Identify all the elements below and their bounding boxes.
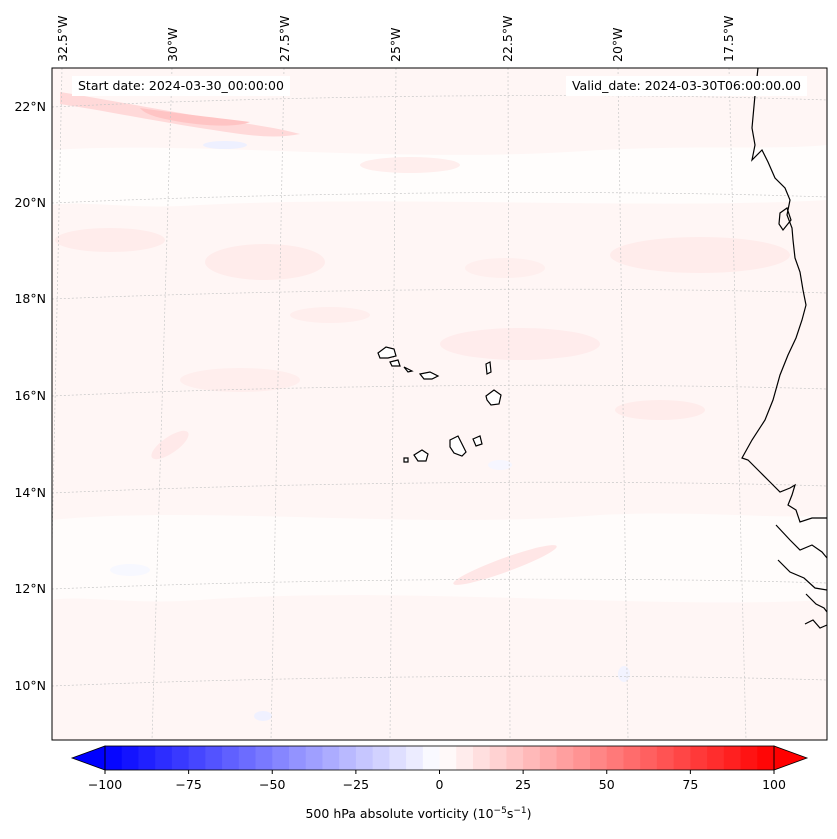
lon-label: 32.5°W bbox=[55, 16, 70, 62]
colorbar-cell bbox=[472, 746, 491, 770]
lat-label: 12°N bbox=[14, 581, 46, 596]
colorbar-cell bbox=[707, 746, 725, 770]
cape-verde-islands bbox=[377, 346, 502, 463]
colorbar-cell bbox=[539, 746, 558, 770]
colorbar-cell bbox=[339, 746, 357, 770]
colorbar-cell bbox=[255, 746, 273, 770]
colorbar-cell bbox=[623, 746, 641, 770]
lon-label: 20°W bbox=[610, 27, 625, 62]
lat-label: 20°N bbox=[14, 195, 46, 210]
colorbar-cell bbox=[105, 746, 123, 770]
colorbar-cell bbox=[590, 746, 608, 770]
colorbar-tick-label: −75 bbox=[175, 777, 201, 792]
colorbar-extend-min bbox=[70, 745, 106, 771]
colorbar: −100 −75 −50 −25 0 25 50 75 100 bbox=[70, 745, 809, 792]
colorbar-cell bbox=[489, 746, 507, 770]
colorbar-cell bbox=[155, 746, 173, 770]
colorbar-cell bbox=[406, 746, 424, 770]
colorbar-cell bbox=[523, 746, 541, 770]
colorbar-tick-label: 75 bbox=[682, 777, 698, 792]
colorbar-cell bbox=[138, 746, 156, 770]
lat-label: 10°N bbox=[14, 678, 46, 693]
colorbar-tick-label: −50 bbox=[259, 777, 285, 792]
lon-label: 27.5°W bbox=[277, 16, 292, 62]
colorbar-cell bbox=[723, 746, 742, 770]
colorbar-cell bbox=[656, 746, 675, 770]
colorbar-cell bbox=[690, 746, 708, 770]
vorticity-field bbox=[52, 68, 827, 740]
colorbar-cell bbox=[389, 746, 407, 770]
colorbar-cell bbox=[673, 746, 691, 770]
colorbar-cells bbox=[105, 746, 775, 770]
lat-label: 18°N bbox=[14, 291, 46, 306]
colorbar-cell bbox=[606, 746, 624, 770]
colorbar-ticks: −100 −75 −50 −25 0 25 50 75 100 bbox=[88, 770, 786, 792]
colorbar-extend-max bbox=[773, 745, 809, 771]
colorbar-cell bbox=[372, 746, 390, 770]
colorbar-cell bbox=[456, 746, 474, 770]
lat-label: 16°N bbox=[14, 388, 46, 403]
colorbar-cell bbox=[355, 746, 374, 770]
colorbar-tick-label: 50 bbox=[599, 777, 615, 792]
colorbar-cell bbox=[188, 746, 206, 770]
colorbar-cell bbox=[506, 746, 524, 770]
colorbar-title-exp1: −5 bbox=[493, 806, 507, 816]
map-frame bbox=[51, 67, 828, 741]
valid-date-label: Valid_date: 2024-03-30T06:00:00.00 bbox=[565, 76, 807, 96]
longitude-labels: 32.5°W 30°W 27.5°W 25°W 22.5°W 20°W 17.5… bbox=[55, 16, 736, 62]
colorbar-tick-label: −100 bbox=[88, 777, 122, 792]
colorbar-cell bbox=[322, 746, 340, 770]
lat-label: 22°N bbox=[14, 99, 46, 114]
colorbar-cell bbox=[640, 746, 658, 770]
latitude-labels: 22°N 20°N 18°N 16°N 14°N 12°N 10°N bbox=[14, 99, 46, 693]
lon-label: 30°W bbox=[165, 27, 180, 62]
lon-label: 17.5°W bbox=[721, 16, 736, 62]
colorbar-cell bbox=[305, 746, 323, 770]
colorbar-title: 500 hPa absolute vorticity (10−5s−1) bbox=[0, 806, 837, 821]
lon-label: 22.5°W bbox=[500, 16, 515, 62]
colorbar-cell bbox=[272, 746, 290, 770]
colorbar-cell bbox=[757, 746, 775, 770]
start-date-label: Start date: 2024-03-30_00:00:00 bbox=[72, 76, 290, 96]
coastline bbox=[741, 68, 827, 629]
colorbar-cell bbox=[422, 746, 441, 770]
colorbar-title-prefix: 500 hPa absolute vorticity (10 bbox=[305, 806, 494, 822]
colorbar-cell bbox=[556, 746, 574, 770]
colorbar-tick-label: 25 bbox=[515, 777, 531, 792]
colorbar-title-suffix: ) bbox=[526, 806, 532, 822]
gridlines bbox=[52, 68, 827, 740]
colorbar-tick-label: 0 bbox=[436, 777, 444, 792]
colorbar-title-mid: s bbox=[506, 806, 514, 822]
colorbar-cell bbox=[222, 746, 240, 770]
colorbar-title-exp2: −1 bbox=[513, 806, 527, 816]
colorbar-cell bbox=[121, 746, 139, 770]
lon-label: 25°W bbox=[388, 27, 403, 62]
colorbar-tick-label: 100 bbox=[762, 777, 786, 792]
colorbar-tick-label: −25 bbox=[343, 777, 369, 792]
colorbar-cell bbox=[171, 746, 190, 770]
colorbar-cell bbox=[288, 746, 307, 770]
colorbar-cell bbox=[740, 746, 758, 770]
colorbar-cell bbox=[573, 746, 591, 770]
colorbar-cell bbox=[205, 746, 223, 770]
lat-label: 14°N bbox=[14, 485, 46, 500]
colorbar-cell bbox=[238, 746, 257, 770]
colorbar-cell bbox=[439, 746, 457, 770]
